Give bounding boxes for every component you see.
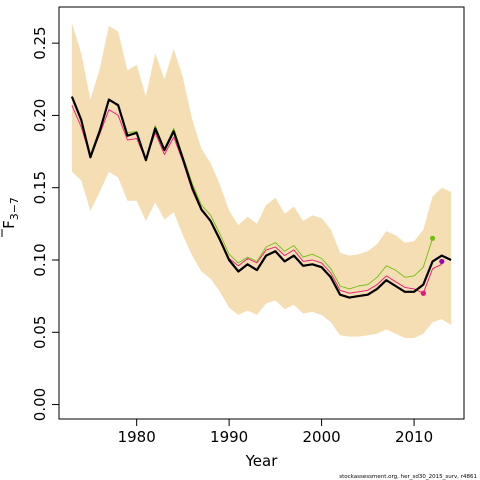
y-tick-label-2: 0.10: [31, 243, 49, 276]
y-tick-label-0: 0.00: [31, 388, 49, 421]
x-tick-label-2010: 2010: [395, 428, 433, 446]
y-axis-title-main: F: [0, 220, 18, 229]
svg-text:F3−7: F3−7: [0, 197, 21, 229]
confidence-band-layer: [71, 22, 452, 339]
y-tick-label-3: 0.15: [31, 171, 49, 204]
series-line-green: [71, 96, 434, 290]
y-tick-label-1: 0.05: [31, 316, 49, 349]
confidence-band: [71, 22, 452, 339]
x-axis: 1980 1990 2000 2010: [118, 418, 433, 446]
source-caption: stockassessment.org, her_sd30_2015_surv,…: [339, 474, 477, 480]
y-tick-label-5: 0.25: [31, 26, 49, 59]
endpoint-markers-layer: [420, 235, 445, 296]
series-lines-layer: [70, 96, 452, 299]
series-line-main: [70, 96, 452, 299]
y-tick-label-4: 0.20: [31, 99, 49, 132]
y-axis-title-subscript: 3−7: [8, 197, 21, 220]
x-tick-label-2000: 2000: [303, 428, 341, 446]
y-axis-title: F3−7: [0, 197, 21, 237]
x-axis-title: Year: [245, 452, 279, 470]
endpoint-marker-3: [439, 258, 445, 265]
x-tick-label-1990: 1990: [210, 428, 248, 446]
endpoint-marker-2: [429, 235, 436, 241]
x-tick-label-1980: 1980: [118, 428, 156, 446]
endpoint-marker-1: [420, 290, 426, 296]
y-axis: 0.00 0.05 0.10 0.15 0.20 0.25: [31, 26, 60, 421]
series-line-pink: [71, 105, 442, 294]
